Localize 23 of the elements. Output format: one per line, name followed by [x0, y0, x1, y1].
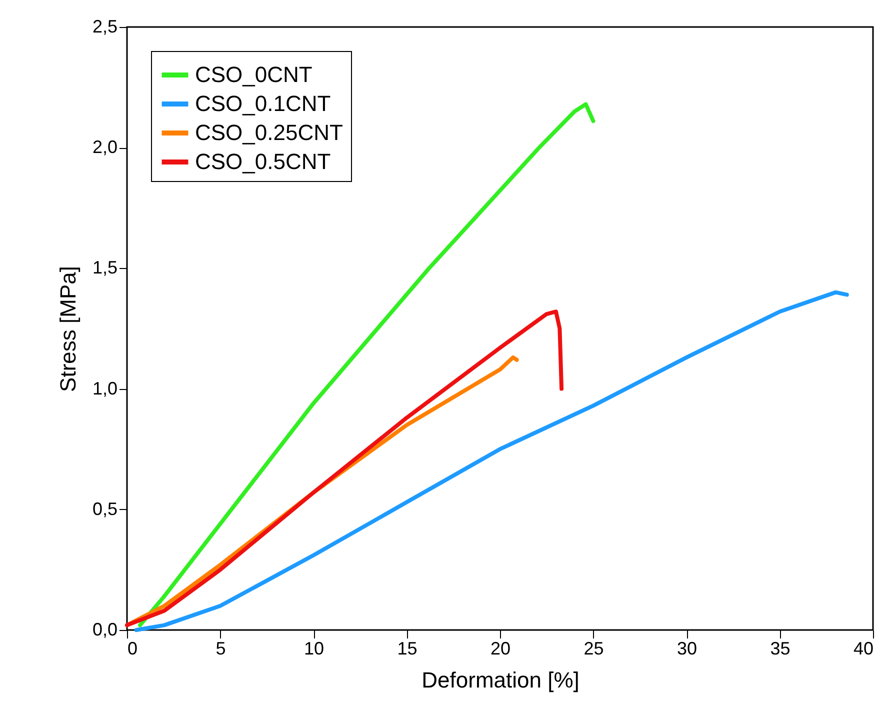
y-tick-label: 2,0 [92, 137, 118, 158]
x-tick-label: 0 [128, 638, 138, 658]
y-tick-label: 2,5 [92, 16, 118, 36]
y-axis-title: Stress [MPa] [55, 266, 80, 392]
line-series [125, 310, 564, 628]
x-tick-label: 40 [853, 638, 874, 658]
x-tick-label: 35 [770, 638, 790, 658]
y-tick-label: 1,0 [92, 378, 118, 398]
y-tick-label: 1,5 [92, 258, 118, 278]
legend-label: CSO_0.25CNT [195, 120, 343, 145]
legend-label: CSO_0CNT [195, 62, 312, 87]
y-tick-label: 0,0 [92, 620, 118, 640]
x-tick-label: 20 [490, 638, 511, 658]
x-tick-label: 5 [216, 638, 226, 658]
line-series [134, 290, 849, 632]
y-tick-label: 0,5 [92, 498, 118, 519]
legend-label: CSO_0.1CNT [195, 91, 331, 116]
x-tick-label: 30 [676, 638, 698, 658]
x-tick-label: 10 [304, 638, 324, 658]
x-tick-label: 15 [397, 638, 418, 658]
x-tick-label: 25 [584, 638, 604, 658]
legend-label: CSO_0.5CNT [195, 149, 331, 174]
x-axis-title: Deformation [%] [422, 668, 580, 692]
